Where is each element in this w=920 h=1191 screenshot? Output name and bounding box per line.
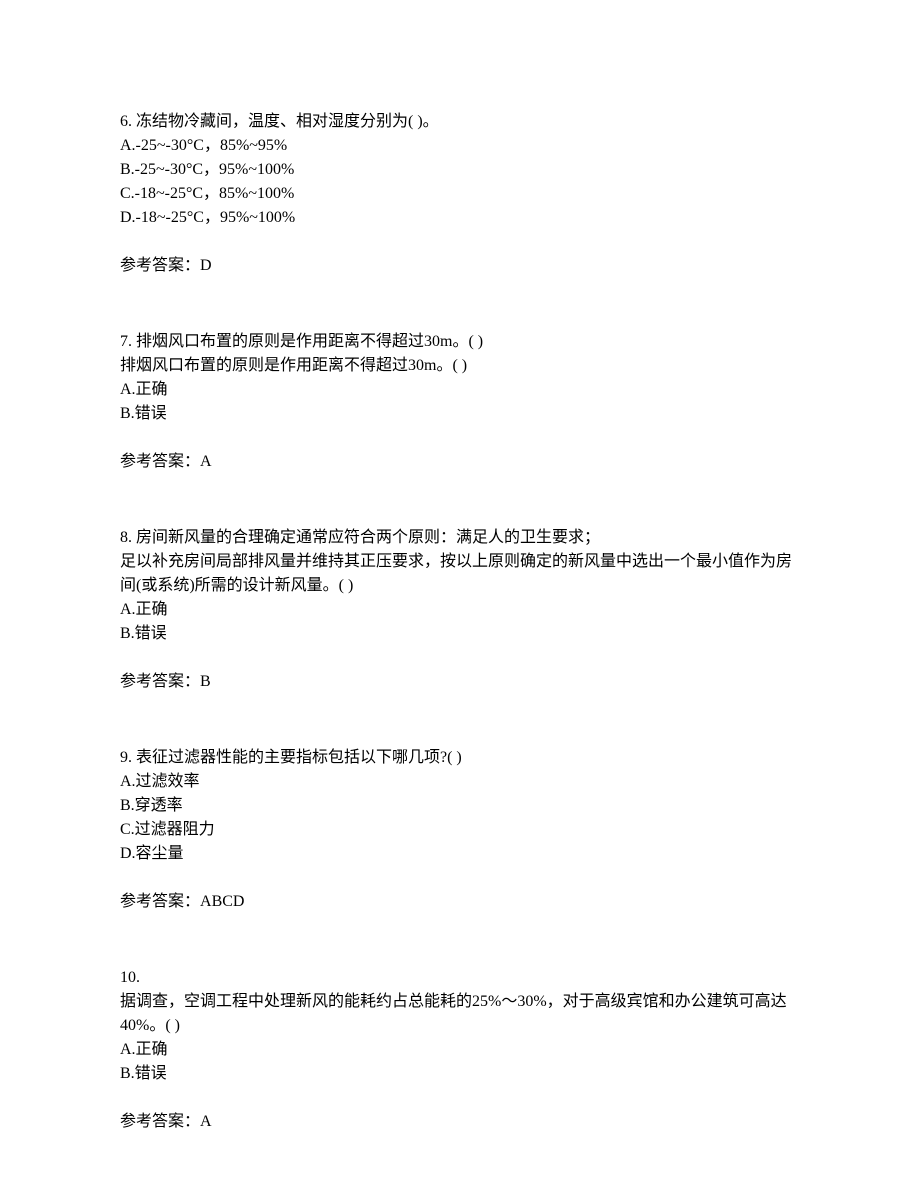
question-stem: 冻结物冷藏间，温度、相对湿度分别为( )。: [136, 113, 439, 130]
question-9: 9. 表征过滤器性能的主要指标包括以下哪几项?( ) A.过滤效率 B.穿透率 …: [120, 746, 800, 914]
option-b: B.错误: [120, 622, 800, 646]
answer-label: 参考答案：: [120, 893, 200, 910]
question-number: 9.: [120, 749, 132, 766]
question-number: 6.: [120, 113, 132, 130]
answer-value: D: [200, 257, 212, 274]
question-number: 10.: [120, 969, 140, 986]
option-b: B.错误: [120, 1062, 800, 1086]
answer-line: 参考答案：A: [120, 1110, 800, 1134]
question-8: 8. 房间新风量的合理确定通常应符合两个原则：满足人的卫生要求； 足以补充房间局…: [120, 526, 800, 694]
answer-value: A: [200, 453, 212, 470]
option-c: C.过滤器阻力: [120, 818, 800, 842]
question-6: 6. 冻结物冷藏间，温度、相对湿度分别为( )。 A.-25~-30°C，85%…: [120, 110, 800, 278]
answer-value: B: [200, 673, 211, 690]
option-b: B.错误: [120, 402, 800, 426]
option-a: A.正确: [120, 378, 800, 402]
answer-line: 参考答案：D: [120, 254, 800, 278]
answer-line: 参考答案：ABCD: [120, 890, 800, 914]
question-continuation: 足以补充房间局部排风量并维持其正压要求，按以上原则确定的新风量中选出一个最小值作…: [120, 550, 800, 598]
answer-line: 参考答案：A: [120, 450, 800, 474]
answer-label: 参考答案：: [120, 257, 200, 274]
question-text: 9. 表征过滤器性能的主要指标包括以下哪几项?( ): [120, 746, 800, 770]
question-text: 8. 房间新风量的合理确定通常应符合两个原则：满足人的卫生要求；: [120, 526, 800, 550]
answer-line: 参考答案：B: [120, 670, 800, 694]
question-number: 7.: [120, 333, 132, 350]
option-b: B.穿透率: [120, 794, 800, 818]
answer-value: ABCD: [200, 893, 244, 910]
answer-value: A: [200, 1113, 212, 1130]
question-continuation: 据调查，空调工程中处理新风的能耗约占总能耗的25%～30%，对于高级宾馆和办公建…: [120, 990, 800, 1038]
answer-label: 参考答案：: [120, 673, 200, 690]
question-stem: 房间新风量的合理确定通常应符合两个原则：满足人的卫生要求；: [136, 529, 600, 546]
question-number: 8.: [120, 529, 132, 546]
question-text: 7. 排烟风口布置的原则是作用距离不得超过30m。( ): [120, 330, 800, 354]
option-c: C.-18~-25°C，85%~100%: [120, 182, 800, 206]
question-7: 7. 排烟风口布置的原则是作用距离不得超过30m。( ) 排烟风口布置的原则是作…: [120, 330, 800, 474]
option-a: A.过滤效率: [120, 770, 800, 794]
question-stem: 表征过滤器性能的主要指标包括以下哪几项?( ): [136, 749, 462, 766]
option-d: D.容尘量: [120, 842, 800, 866]
option-a: A.正确: [120, 1038, 800, 1062]
question-subtext: 排烟风口布置的原则是作用距离不得超过30m。( ): [120, 354, 800, 378]
option-a: A.正确: [120, 598, 800, 622]
question-text: 6. 冻结物冷藏间，温度、相对湿度分别为( )。: [120, 110, 800, 134]
question-10: 10. 据调查，空调工程中处理新风的能耗约占总能耗的25%～30%，对于高级宾馆…: [120, 966, 800, 1134]
option-d: D.-18~-25°C，95%~100%: [120, 206, 800, 230]
question-stem: 排烟风口布置的原则是作用距离不得超过30m。( ): [136, 333, 483, 350]
question-text: 10.: [120, 966, 800, 990]
answer-label: 参考答案：: [120, 1113, 200, 1130]
option-b: B.-25~-30°C，95%~100%: [120, 158, 800, 182]
answer-label: 参考答案：: [120, 453, 200, 470]
option-a: A.-25~-30°C，85%~95%: [120, 134, 800, 158]
